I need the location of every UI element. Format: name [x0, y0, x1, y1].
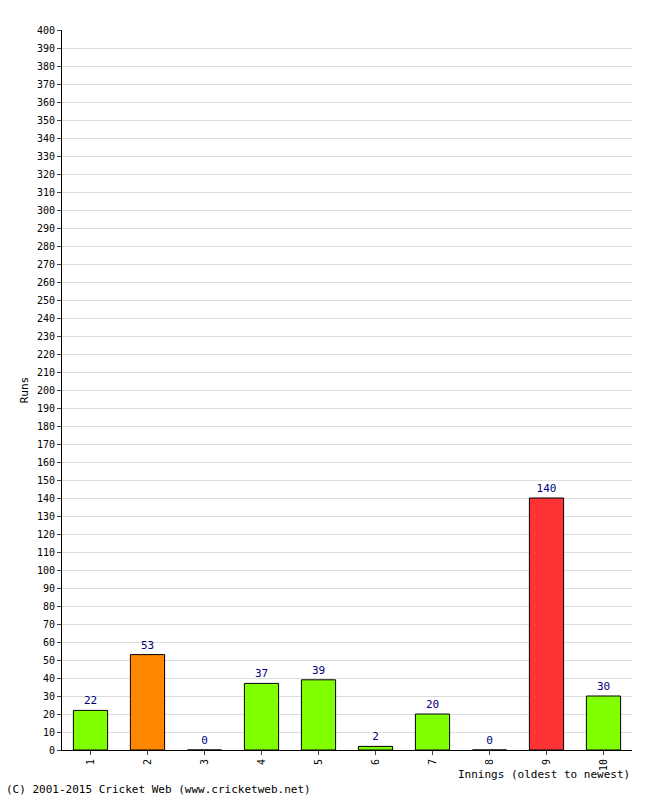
svg-text:370: 370	[37, 79, 55, 90]
svg-text:0: 0	[201, 734, 208, 747]
svg-text:10: 10	[598, 759, 609, 771]
svg-text:140: 140	[537, 482, 557, 495]
svg-text:340: 340	[37, 133, 55, 144]
svg-text:4: 4	[256, 759, 267, 765]
svg-text:260: 260	[37, 277, 55, 288]
svg-text:300: 300	[37, 205, 55, 216]
svg-text:200: 200	[37, 385, 55, 396]
svg-text:5: 5	[313, 759, 324, 765]
svg-text:50: 50	[43, 655, 55, 666]
svg-text:70: 70	[43, 619, 55, 630]
svg-text:10: 10	[43, 727, 55, 738]
svg-text:Runs: Runs	[18, 377, 31, 404]
svg-text:3: 3	[199, 759, 210, 765]
svg-text:130: 130	[37, 511, 55, 522]
svg-text:100: 100	[37, 565, 55, 576]
svg-text:9: 9	[541, 759, 552, 765]
svg-text:190: 190	[37, 403, 55, 414]
svg-text:60: 60	[43, 637, 55, 648]
svg-text:37: 37	[255, 667, 268, 680]
svg-text:220: 220	[37, 349, 55, 360]
svg-text:210: 210	[37, 367, 55, 378]
svg-text:0: 0	[486, 734, 493, 747]
svg-text:110: 110	[37, 547, 55, 558]
svg-text:39: 39	[312, 664, 325, 677]
svg-text:120: 120	[37, 529, 55, 540]
svg-text:230: 230	[37, 331, 55, 342]
svg-text:330: 330	[37, 151, 55, 162]
svg-text:140: 140	[37, 493, 55, 504]
svg-text:160: 160	[37, 457, 55, 468]
svg-text:360: 360	[37, 97, 55, 108]
svg-text:0: 0	[49, 745, 55, 756]
svg-text:270: 270	[37, 259, 55, 270]
svg-text:390: 390	[37, 43, 55, 54]
svg-text:1: 1	[85, 759, 96, 765]
svg-text:Innings (oldest to newest): Innings (oldest to newest)	[458, 768, 630, 781]
svg-text:90: 90	[43, 583, 55, 594]
svg-text:170: 170	[37, 439, 55, 450]
svg-text:20: 20	[43, 709, 55, 720]
svg-text:(C) 2001-2015 Cricket Web (www: (C) 2001-2015 Cricket Web (www.cricketwe…	[6, 783, 311, 796]
svg-text:2: 2	[142, 759, 153, 765]
svg-text:20: 20	[426, 698, 439, 711]
svg-text:180: 180	[37, 421, 55, 432]
svg-text:2: 2	[372, 730, 379, 743]
svg-text:6: 6	[370, 759, 381, 765]
svg-text:400: 400	[37, 25, 55, 36]
svg-text:150: 150	[37, 475, 55, 486]
svg-text:280: 280	[37, 241, 55, 252]
svg-text:350: 350	[37, 115, 55, 126]
svg-text:53: 53	[141, 639, 154, 652]
svg-text:250: 250	[37, 295, 55, 306]
svg-text:80: 80	[43, 601, 55, 612]
svg-text:40: 40	[43, 673, 55, 684]
svg-text:8: 8	[484, 759, 495, 765]
svg-text:290: 290	[37, 223, 55, 234]
svg-text:30: 30	[597, 680, 610, 693]
svg-text:22: 22	[84, 694, 97, 707]
svg-text:240: 240	[37, 313, 55, 324]
svg-text:310: 310	[37, 187, 55, 198]
svg-text:320: 320	[37, 169, 55, 180]
svg-text:380: 380	[37, 61, 55, 72]
svg-text:7: 7	[427, 759, 438, 765]
svg-text:30: 30	[43, 691, 55, 702]
